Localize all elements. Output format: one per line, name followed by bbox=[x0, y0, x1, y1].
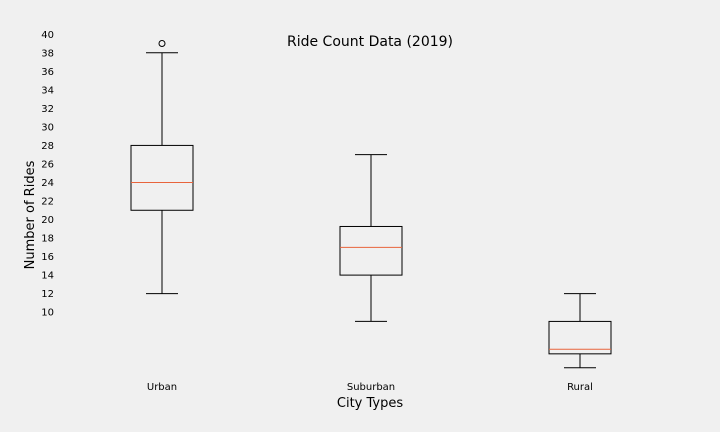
y-axis-ticks: 10 12 14 16 18 20 22 24 26 28 30 32 34 36 38 40 bbox=[41, 30, 54, 319]
outlier-point bbox=[158, 40, 166, 48]
x-axis-categories: Urban Suburban Rural bbox=[147, 382, 593, 393]
y-tick-label: 18 bbox=[41, 234, 54, 245]
box-rural bbox=[548, 293, 612, 369]
y-axis-label: Number of Rides bbox=[23, 160, 38, 269]
y-tick-label: 26 bbox=[41, 159, 54, 170]
y-tick-label: 28 bbox=[41, 141, 54, 152]
x-category-label: Rural bbox=[567, 382, 593, 393]
box-series bbox=[130, 40, 612, 369]
iqr-box bbox=[339, 225, 403, 276]
y-tick-label: 22 bbox=[41, 197, 54, 208]
x-category-label: Suburban bbox=[347, 382, 395, 393]
box-suburban bbox=[339, 154, 403, 322]
y-tick-label: 38 bbox=[41, 48, 54, 59]
y-tick-label: 32 bbox=[41, 104, 54, 115]
x-axis-label: City Types bbox=[337, 396, 403, 411]
y-tick-label: 40 bbox=[41, 30, 54, 41]
y-tick-label: 24 bbox=[41, 178, 54, 189]
iqr-box bbox=[130, 144, 194, 211]
chart-title: Ride Count Data (2019) bbox=[287, 34, 453, 50]
y-tick-label: 14 bbox=[41, 271, 54, 282]
box-urban bbox=[130, 40, 194, 295]
y-tick-label: 36 bbox=[41, 67, 54, 78]
iqr-box bbox=[548, 320, 612, 355]
y-tick-label: 34 bbox=[41, 85, 54, 96]
y-tick-label: 12 bbox=[41, 289, 54, 300]
y-tick-label: 10 bbox=[41, 308, 54, 319]
x-category-label: Urban bbox=[147, 382, 177, 393]
y-tick-label: 20 bbox=[41, 215, 54, 226]
y-tick-label: 30 bbox=[41, 122, 54, 133]
y-tick-label: 16 bbox=[41, 252, 54, 263]
